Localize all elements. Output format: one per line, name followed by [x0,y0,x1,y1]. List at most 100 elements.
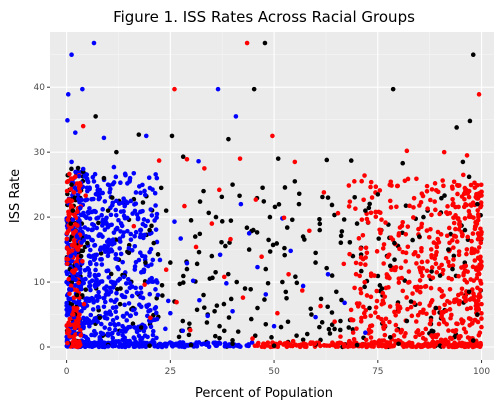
point-blue [128,237,134,242]
point-red [400,220,406,225]
point-red [403,342,409,347]
point-black [294,333,299,338]
point-black [85,240,90,246]
point-black [269,335,274,340]
point-red [383,316,389,322]
point-black [184,266,190,272]
point-red [131,223,137,229]
point-blue [114,226,120,232]
point-red [479,311,484,316]
point-blue [108,298,114,303]
point-blue [95,304,101,310]
point-black [219,219,225,224]
point-blue [135,216,141,222]
point-blue [94,315,99,321]
point-red [476,307,482,312]
point-black [143,260,148,265]
point-blue [103,299,108,305]
point-blue [184,342,190,348]
point-red [71,238,77,243]
point-black [363,208,368,213]
point-red [436,321,442,327]
point-red [463,329,469,335]
point-red [187,327,193,333]
point-red [476,92,482,97]
point-black [159,283,165,288]
point-blue [72,283,78,288]
point-red [358,286,363,292]
point-black [439,195,444,201]
point-red [300,341,306,347]
point-black [117,301,123,307]
point-blue [110,202,115,208]
point-black [209,253,215,259]
point-black [201,305,207,310]
point-red [417,301,423,307]
point-red [363,307,369,313]
point-red [376,209,381,215]
point-black [475,312,480,317]
point-black [212,333,218,339]
point-blue [64,271,70,277]
point-blue [153,227,159,232]
point-red [77,189,83,194]
point-black [292,179,298,184]
point-red [453,226,458,232]
point-blue [83,276,88,282]
point-blue [81,324,86,330]
point-blue [110,335,116,341]
point-blue [112,321,117,327]
point-red [434,270,440,275]
point-black [350,253,356,259]
point-red [281,215,287,221]
point-black [225,271,231,277]
point-blue [145,280,151,285]
point-red [446,259,451,265]
point-red [68,283,74,289]
point-blue [94,225,100,231]
point-black [151,240,157,246]
point-black [177,281,183,287]
point-blue [132,243,138,249]
point-blue [138,190,143,196]
point-blue [83,197,88,203]
point-blue [118,229,123,234]
point-blue [95,342,101,348]
point-black [160,293,165,298]
point-black [446,247,451,252]
point-red [379,316,384,322]
point-blue [95,215,101,221]
point-black [97,315,103,321]
point-blue [154,211,160,217]
point-blue [111,230,117,235]
point-blue [110,280,116,286]
point-black [338,233,344,239]
point-black [332,212,337,218]
point-red [471,291,476,296]
point-red [350,317,356,323]
point-blue [147,231,153,236]
point-blue [342,300,347,306]
point-red [440,178,445,183]
point-red [428,197,433,203]
point-black [429,269,434,274]
point-red [420,273,425,279]
point-blue [137,340,143,346]
point-red [337,340,342,346]
point-red [441,183,446,189]
point-red [365,342,371,347]
point-blue [110,317,116,323]
point-black [403,203,409,209]
point-black [176,334,182,340]
point-red [184,157,190,162]
point-black [318,296,324,302]
point-red [66,209,71,215]
point-blue [150,257,156,263]
point-blue [126,324,131,330]
point-red [354,301,360,306]
point-red [368,210,374,216]
point-blue [263,292,269,297]
point-black [280,279,285,285]
point-blue [169,341,175,346]
point-red [456,183,462,188]
